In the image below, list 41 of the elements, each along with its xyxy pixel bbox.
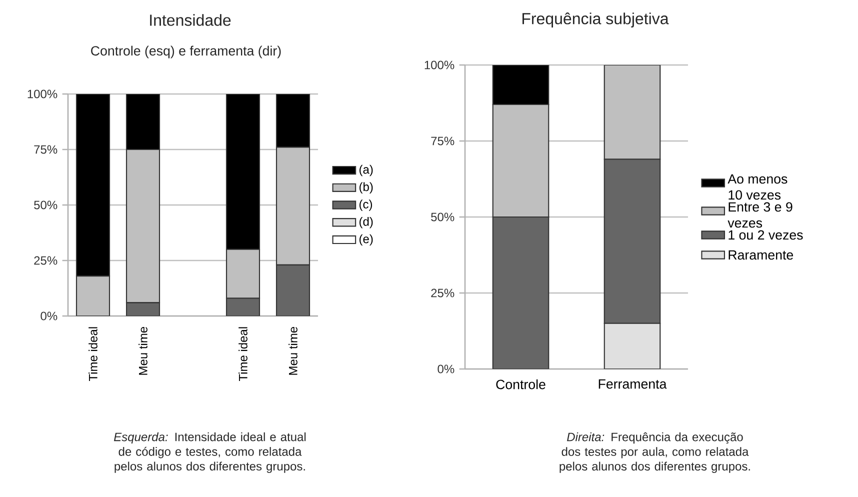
x-tick-label: Controle bbox=[496, 379, 546, 390]
chart-title: Frequência subjetiva bbox=[522, 12, 669, 28]
bar bbox=[126, 148, 160, 304]
y-tick-label: 100% bbox=[424, 60, 454, 70]
legend-label: (a) bbox=[360, 164, 373, 176]
chart-subtitle: Controle (esq) e ferramenta (dir) bbox=[91, 46, 281, 58]
bar bbox=[126, 94, 160, 150]
x-tick-label: Ferramenta bbox=[598, 379, 667, 389]
bar bbox=[276, 94, 310, 148]
bar bbox=[226, 94, 260, 250]
x-tick-label: Time ideal bbox=[88, 327, 98, 382]
legend-label: (c) bbox=[360, 200, 372, 211]
x-tick-label: Meu time bbox=[138, 326, 148, 375]
bar bbox=[492, 216, 550, 369]
bar bbox=[226, 248, 260, 299]
x-tick-label: Time ideal bbox=[238, 327, 248, 382]
legend-label: (b) bbox=[360, 182, 373, 194]
y-tick-label: 100% bbox=[28, 90, 58, 98]
text: Direita: Frequência da execução dos testes por aula, como relatada pelos alunos dos diferentes grupos. bbox=[560, 432, 750, 473]
chart-title: Intensidade bbox=[150, 14, 231, 26]
legend-label: 1 ou 2 vezes bbox=[728, 230, 803, 240]
text: Esquerda: Intensidade ideal e atual de código e testes, como relatada pelos alunos dos diferentes grupos. bbox=[114, 432, 306, 473]
y-tick-label: 50% bbox=[34, 200, 58, 210]
bar bbox=[492, 104, 550, 218]
y-tick-label: 0% bbox=[40, 312, 58, 320]
y-tick-label: 75% bbox=[34, 145, 58, 154]
legend-label: (d) bbox=[360, 217, 373, 228]
y-tick-label: 50% bbox=[431, 212, 454, 222]
y-tick-label: 25% bbox=[34, 256, 58, 265]
x-tick-label: Meu time bbox=[288, 326, 298, 375]
bar bbox=[276, 146, 310, 266]
legend-label: Ao menos 10 vezes bbox=[728, 174, 788, 200]
bar bbox=[76, 94, 110, 277]
legend-label: (e) bbox=[360, 234, 373, 246]
legend-label: Raramente bbox=[728, 250, 794, 260]
y-tick-label: 25% bbox=[431, 288, 454, 298]
y-tick-label: 75% bbox=[431, 136, 454, 146]
bar bbox=[76, 276, 110, 316]
legend-label: Entre 3 e 9 vezes bbox=[728, 202, 792, 228]
bar bbox=[604, 158, 661, 324]
y-tick-label: 0% bbox=[438, 364, 454, 374]
